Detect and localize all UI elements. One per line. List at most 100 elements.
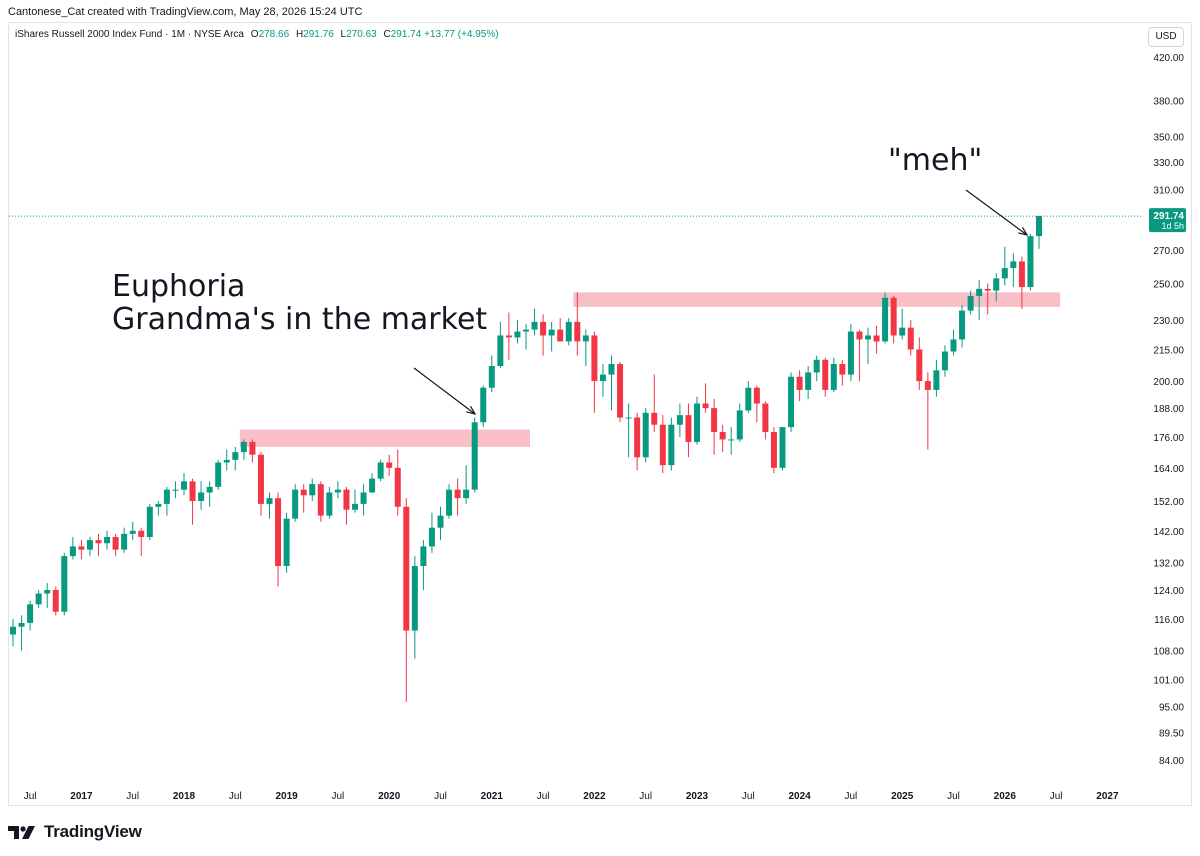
- time-tick-label: Jul: [639, 791, 652, 802]
- candle-2020-02: [394, 449, 401, 516]
- tradingview-brand[interactable]: TradingView: [8, 822, 142, 842]
- candle-body: [565, 321, 572, 342]
- candle-2020-03: [403, 498, 410, 702]
- candle-body: [181, 481, 187, 490]
- candle-2023-07: [745, 381, 752, 413]
- time-tick-label: Jul: [742, 791, 755, 802]
- price-tick-label: 250.00: [1153, 280, 1184, 291]
- candle-body: [531, 321, 538, 330]
- candle-body: [309, 484, 316, 496]
- candle-body: [865, 335, 871, 340]
- candle-body: [257, 454, 264, 504]
- candle-2021-02: [497, 321, 504, 369]
- candle-2023-11: [779, 427, 786, 471]
- candle-body: [685, 415, 692, 442]
- candle-body: [189, 481, 196, 502]
- candle-body: [523, 329, 529, 332]
- arrow-euphoria[interactable]: [413, 367, 477, 415]
- currency-button[interactable]: USD: [1148, 27, 1184, 47]
- candle-body: [599, 374, 606, 382]
- candle-2025-07: [950, 329, 957, 356]
- candle-2018-11: [266, 492, 273, 519]
- candle-2019-08: [343, 486, 350, 525]
- symbol-legend: iShares Russell 2000 Index Fund · 1M · N…: [15, 29, 499, 40]
- candle-body: [924, 381, 931, 390]
- candle-body: [454, 489, 461, 499]
- candle-body: [52, 590, 59, 612]
- candle-2019-09: [352, 489, 358, 513]
- candle-2021-01: [488, 355, 495, 393]
- candle-2023-08: [753, 385, 760, 423]
- price-tick-label: 215.00: [1153, 345, 1184, 356]
- candle-2021-06: [531, 308, 538, 336]
- candle-2018-08: [240, 439, 247, 460]
- candle-2020-07: [437, 506, 444, 541]
- candle-body: [95, 540, 102, 544]
- candle-2024-11: [882, 292, 889, 344]
- candle-2022-10: [668, 417, 675, 471]
- time-tick-label: Jul: [947, 791, 960, 802]
- candle-body: [830, 363, 837, 390]
- candle-body: [736, 410, 743, 440]
- candle-body: [608, 363, 615, 375]
- time-tick-label: 2019: [275, 791, 298, 802]
- candle-2023-04: [719, 424, 726, 453]
- candle-body: [369, 478, 376, 493]
- candle-body: [745, 387, 752, 411]
- resistance-zone-2[interactable]: [573, 292, 1061, 307]
- symbol-title: iShares Russell 2000 Index Fund · 1M · N…: [15, 29, 244, 40]
- price-tick-label: 310.00: [1153, 186, 1184, 197]
- candle-body: [976, 288, 983, 296]
- candle-body: [121, 533, 128, 550]
- candle-2016-11: [61, 552, 68, 616]
- candle-body: [343, 489, 350, 510]
- candle-body: [411, 565, 418, 631]
- candle-body: [18, 622, 25, 627]
- annotation-grandma[interactable]: Grandma's in the market: [112, 302, 487, 337]
- candle-2025-06: [941, 345, 948, 377]
- candle-2026-02: [1010, 253, 1017, 288]
- candle-2025-01: [899, 308, 906, 340]
- candle-body: [240, 441, 247, 453]
- candle-2022-03: [608, 355, 615, 411]
- arrow-meh[interactable]: [965, 189, 1029, 236]
- time-tick-label: Jul: [1050, 791, 1063, 802]
- bar-countdown: 1d 5h: [1161, 221, 1184, 231]
- time-tick-label: Jul: [332, 791, 345, 802]
- annotation-meh[interactable]: "meh": [888, 143, 982, 178]
- time-tick-label: 2017: [70, 791, 93, 802]
- annotation-euphoria[interactable]: Euphoria: [112, 269, 245, 304]
- candle-body: [283, 518, 290, 566]
- candle-body: [1010, 261, 1017, 269]
- candle-2022-08: [651, 374, 658, 433]
- price-tick-label: 116.00: [1154, 615, 1184, 626]
- candle-2018-01: [181, 473, 187, 496]
- candle-body: [770, 432, 777, 468]
- candle-body: [317, 484, 324, 516]
- time-tick-label: 2024: [788, 791, 811, 802]
- candle-body: [326, 492, 333, 516]
- candle-body: [1018, 261, 1025, 288]
- low-value: 270.63: [346, 29, 377, 40]
- candle-2016-05: [10, 619, 16, 647]
- candle-body: [753, 387, 760, 404]
- candle-2021-10: [565, 318, 572, 346]
- candle-2017-12: [172, 481, 179, 499]
- candle-2021-12: [582, 329, 589, 367]
- close-label: C: [383, 29, 391, 40]
- candle-2017-02: [86, 536, 93, 557]
- resistance-zone-1[interactable]: [239, 429, 530, 447]
- candle-body: [249, 441, 256, 455]
- brand-name: TradingView: [44, 822, 142, 841]
- candle-body: [172, 489, 179, 491]
- candle-2021-05: [523, 323, 529, 350]
- candle-2025-02: [907, 320, 914, 356]
- candle-2024-09: [865, 327, 871, 364]
- candle-2020-11: [471, 417, 478, 493]
- candle-2023-09: [762, 401, 769, 440]
- candle-2025-03: [916, 337, 923, 390]
- candle-body: [779, 427, 786, 468]
- time-tick-label: 2021: [481, 791, 504, 802]
